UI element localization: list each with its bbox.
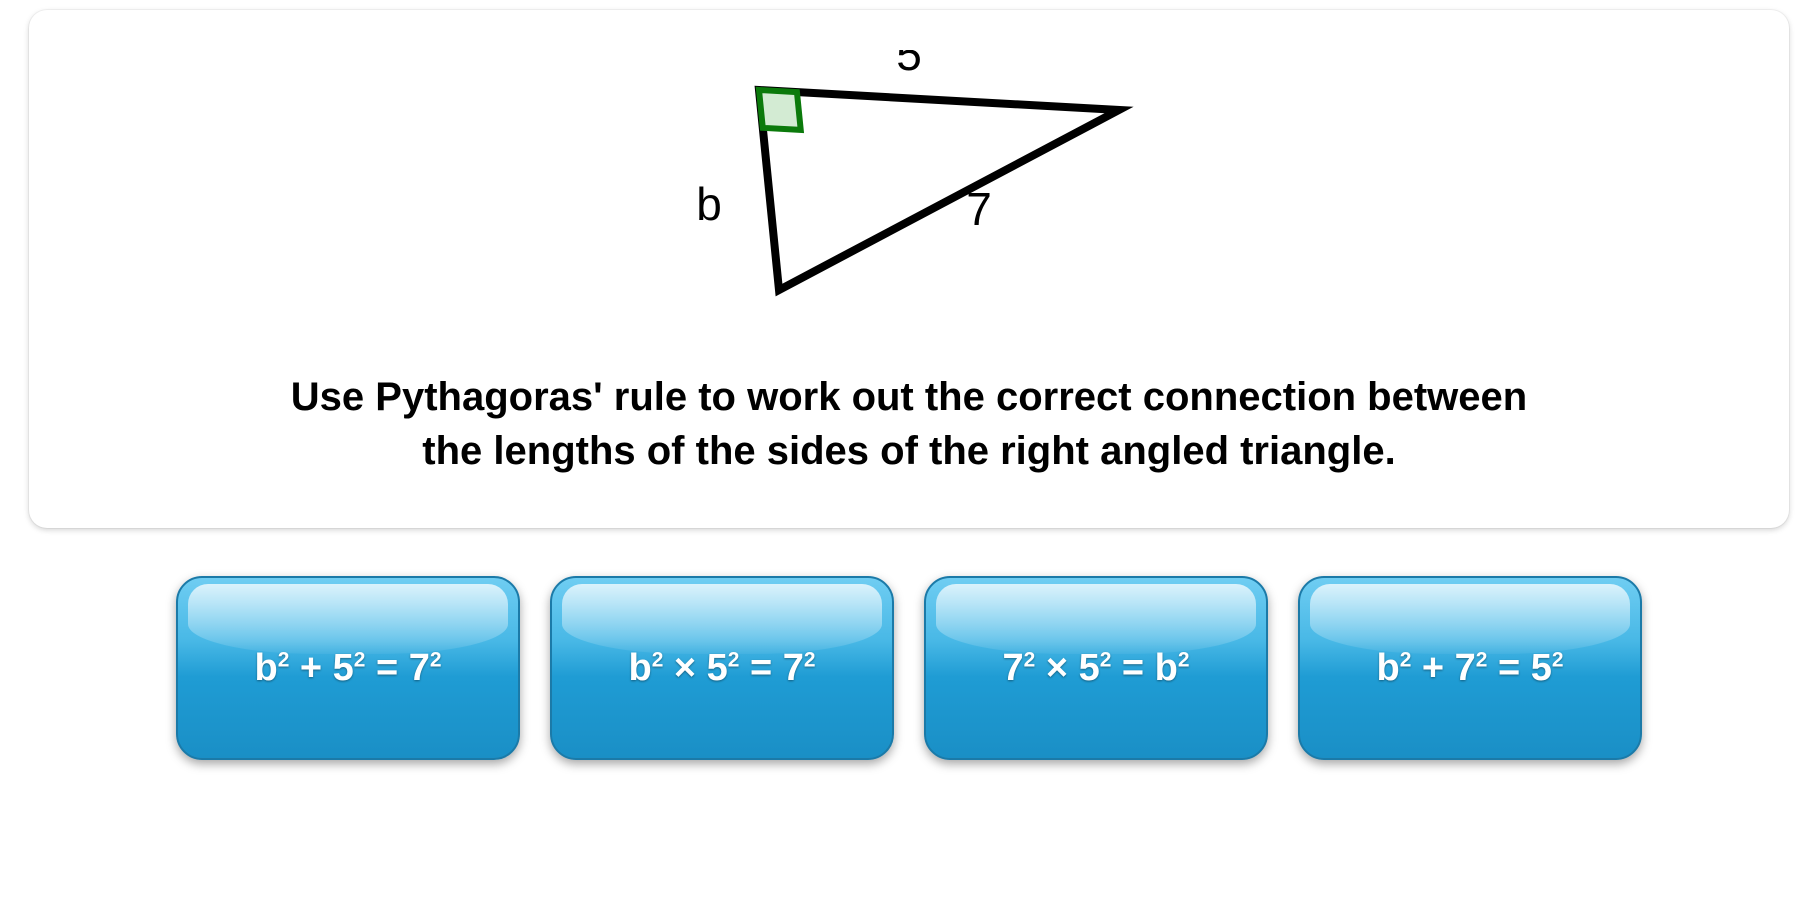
triangle-diagram: 5 7 b <box>89 50 1729 340</box>
question-line-2: the lengths of the sides of the right an… <box>422 429 1395 473</box>
question-text: Use Pythagoras' rule to work out the cor… <box>159 370 1659 478</box>
answer-option-d[interactable]: b2 + 72 = 52 <box>1298 576 1642 760</box>
answer-option-b-label: b2 × 52 = 72 <box>628 647 815 690</box>
answer-option-a[interactable]: b2 + 52 = 72 <box>176 576 520 760</box>
answer-option-c-label: 72 × 52 = b2 <box>1002 647 1189 690</box>
triangle-svg: 5 7 b <box>599 50 1219 340</box>
question-line-1: Use Pythagoras' rule to work out the cor… <box>291 375 1527 419</box>
answer-option-c[interactable]: 72 × 52 = b2 <box>924 576 1268 760</box>
answer-option-b[interactable]: b2 × 52 = 72 <box>550 576 894 760</box>
answer-row: b2 + 52 = 72 b2 × 52 = 72 72 × 52 = b2 <box>0 576 1818 760</box>
triangle-shape <box>759 90 1119 290</box>
question-card: 5 7 b Use Pythagoras' rule to work out t… <box>29 10 1789 528</box>
right-angle-marker-icon <box>759 90 801 130</box>
answer-option-d-label: b2 + 72 = 52 <box>1376 647 1563 690</box>
answer-option-a-label: b2 + 52 = 72 <box>254 647 441 690</box>
side-label-top: 5 <box>896 50 922 80</box>
stage: 5 7 b Use Pythagoras' rule to work out t… <box>0 0 1818 904</box>
side-label-hypotenuse: 7 <box>966 183 992 235</box>
side-label-left: b <box>696 178 722 230</box>
